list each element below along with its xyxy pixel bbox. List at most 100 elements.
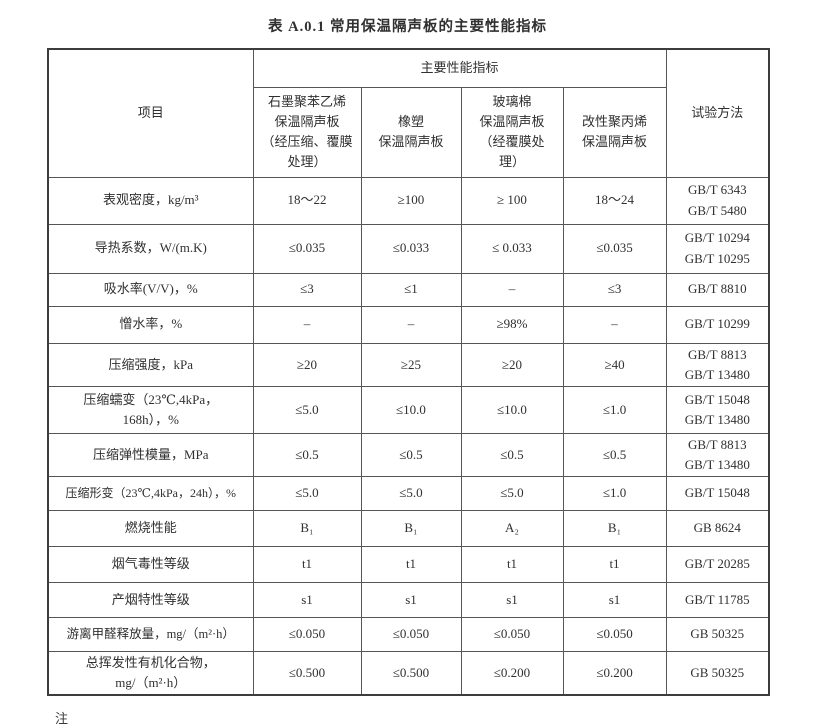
cell-value: s1: [562, 582, 667, 619]
cell-value: ≥20: [252, 342, 362, 387]
table-header: 项目 主要性能指标 试验方法 石墨聚苯乙烯 保温隔声板 （经压缩、覆膜 处理） …: [47, 48, 770, 178]
table-row: 燃烧性能 B₁ B₁ A₂ B₁ GB 8624: [47, 510, 770, 548]
page-title: 表 A.0.1 常用保温隔声板的主要性能指标: [268, 19, 547, 35]
cell-value: ≥ 100: [460, 176, 564, 225]
cell-method: GB 50325: [665, 617, 770, 653]
table-row: 游离甲醛释放量，mg/（m²·h） ≤0.050 ≤0.050 ≤0.050 ≤…: [47, 617, 770, 653]
cell-method: GB/T 8810: [665, 272, 770, 307]
cell-value: ≥25: [360, 342, 462, 387]
note-label: 注: [55, 711, 69, 726]
cell-value: B₁: [360, 510, 462, 548]
table-row: 压缩形变（23℃,4kPa，24h），% ≤5.0 ≤5.0 ≤5.0 ≤1.0…: [47, 476, 770, 512]
cell-value: ≤0.200: [460, 651, 564, 696]
cell-value: ≥98%: [460, 305, 564, 344]
cell-method: GB/T 6343 GB/T 5480: [665, 176, 770, 225]
table-header-group-row: 项目 主要性能指标 试验方法: [47, 48, 770, 178]
table-body: 表观密度，kg/m³ 18～22 ≥100 ≥ 100 18～24 GB/T 6…: [47, 176, 770, 696]
cell-value: ≤ 0.033: [460, 223, 564, 274]
cell-value: t1: [562, 546, 667, 584]
performance-table: 项目 主要性能指标 试验方法 石墨聚苯乙烯 保温隔声板 （经压缩、覆膜 处理） …: [47, 48, 771, 697]
cell-value: ≥100: [360, 176, 462, 225]
cell-value: t1: [460, 546, 564, 584]
header-item-column: 项目: [47, 48, 254, 178]
table-header-products-row: 石墨聚苯乙烯 保温隔声板 （经压缩、覆膜 处理） 橡塑 保温隔声板 玻璃棉 保温…: [48, 86, 769, 178]
cell-item: 憎水率，%: [47, 305, 254, 344]
cell-value: ≤0.050: [360, 617, 462, 653]
table-row: 憎水率，% – – ≥98% – GB/T 10299: [47, 305, 770, 344]
cell-item: 烟气毒性等级: [47, 546, 254, 584]
cell-method: GB/T 15048 GB/T 13480: [665, 385, 770, 434]
cell-value: ≤1.0: [562, 385, 667, 434]
table-row: 导热系数，W/(m.K) ≤0.035 ≤0.033 ≤ 0.033 ≤0.03…: [47, 223, 770, 274]
cell-value: ≤0.5: [252, 432, 362, 478]
cell-value: ≤0.050: [252, 617, 362, 653]
cell-method: GB/T 11785: [665, 582, 770, 619]
cell-method: GB/T 8813 GB/T 13480: [665, 342, 770, 387]
cell-method: GB/T 8813 GB/T 13480: [665, 432, 770, 478]
cell-value: ≤1: [360, 272, 462, 307]
cell-item: 压缩弹性模量，MPa: [47, 432, 254, 478]
cell-value: ≤3: [562, 272, 667, 307]
cell-value: t1: [252, 546, 362, 584]
cell-value: ≤0.500: [252, 651, 362, 696]
cell-value: ≤0.5: [460, 432, 564, 478]
cell-method: GB/T 20285: [665, 546, 770, 584]
table-row: 压缩强度，kPa ≥20 ≥25 ≥20 ≥40 GB/T 8813 GB/T …: [47, 342, 770, 387]
cell-item: 产烟特性等级: [47, 582, 254, 619]
cell-method: GB/T 15048: [665, 476, 770, 512]
cell-value: B₁: [252, 510, 362, 548]
cell-value: ≤0.5: [360, 432, 462, 478]
cell-item: 吸水率(V/V)，%: [47, 272, 254, 307]
table-row: 总挥发性有机化合物， mg/（m²·h） ≤0.500 ≤0.500 ≤0.20…: [47, 651, 770, 696]
cell-value: –: [360, 305, 462, 344]
cell-value: ≤0.200: [562, 651, 667, 696]
cell-value: –: [252, 305, 362, 344]
cell-item: 总挥发性有机化合物， mg/（m²·h）: [47, 651, 254, 696]
cell-value: ≤5.0: [252, 385, 362, 434]
table-row: 烟气毒性等级 t1 t1 t1 t1 GB/T 20285: [47, 546, 770, 584]
cell-value: A₂: [460, 510, 564, 548]
cell-value: –: [562, 305, 667, 344]
cell-value: s1: [460, 582, 564, 619]
cell-item: 表观密度，kg/m³: [47, 176, 254, 225]
cell-value: ≤0.500: [360, 651, 462, 696]
cell-value: ≤0.5: [562, 432, 667, 478]
header-method-column: 试验方法: [665, 48, 770, 178]
cell-value: ≤1.0: [562, 476, 667, 512]
cell-value: ≤0.050: [460, 617, 564, 653]
cell-item: 压缩形变（23℃,4kPa，24h），%: [47, 476, 254, 512]
cell-value: ≤5.0: [460, 476, 564, 512]
cell-value: ≤0.035: [252, 223, 362, 274]
cell-value: ≤5.0: [360, 476, 462, 512]
cell-method: GB 50325: [665, 651, 770, 696]
cell-value: ≤3: [252, 272, 362, 307]
header-product-modified-pp: 改性聚丙烯 保温隔声板: [562, 86, 667, 178]
cell-value: s1: [252, 582, 362, 619]
cell-item: 压缩蠕变（23℃,4kPa， 168h），%: [47, 385, 254, 434]
table-row: 吸水率(V/V)，% ≤3 ≤1 – ≤3 GB/T 8810: [47, 272, 770, 307]
header-product-rubber-plastic: 橡塑 保温隔声板: [360, 86, 462, 178]
cell-item: 导热系数，W/(m.K): [47, 223, 254, 274]
cell-value: 18～24: [562, 176, 667, 225]
cell-value: ≤10.0: [360, 385, 462, 434]
cell-item: 燃烧性能: [47, 510, 254, 548]
cell-value: ≤0.050: [562, 617, 667, 653]
table-row: 产烟特性等级 s1 s1 s1 s1 GB/T 11785: [47, 582, 770, 619]
header-product-glass-wool: 玻璃棉 保温隔声板 （经覆膜处 理）: [460, 86, 564, 178]
table-row: 表观密度，kg/m³ 18～22 ≥100 ≥ 100 18～24 GB/T 6…: [47, 176, 770, 225]
cell-value: 18～22: [252, 176, 362, 225]
cell-value: ≤0.033: [360, 223, 462, 274]
header-product-graphite-eps: 石墨聚苯乙烯 保温隔声板 （经压缩、覆膜 处理）: [252, 86, 362, 178]
cell-value: ≥40: [562, 342, 667, 387]
cell-value: ≤10.0: [460, 385, 564, 434]
cell-method: GB 8624: [665, 510, 770, 548]
header-group-label: 主要性能指标: [252, 48, 667, 88]
cell-item: 压缩强度，kPa: [47, 342, 254, 387]
cell-value: s1: [360, 582, 462, 619]
cell-value: ≤5.0: [252, 476, 362, 512]
table-row: 压缩蠕变（23℃,4kPa， 168h），% ≤5.0 ≤10.0 ≤10.0 …: [47, 385, 770, 434]
cell-method: GB/T 10299: [665, 305, 770, 344]
cell-value: –: [460, 272, 564, 307]
cell-value: ≥20: [460, 342, 564, 387]
cell-value: B₁: [562, 510, 667, 548]
